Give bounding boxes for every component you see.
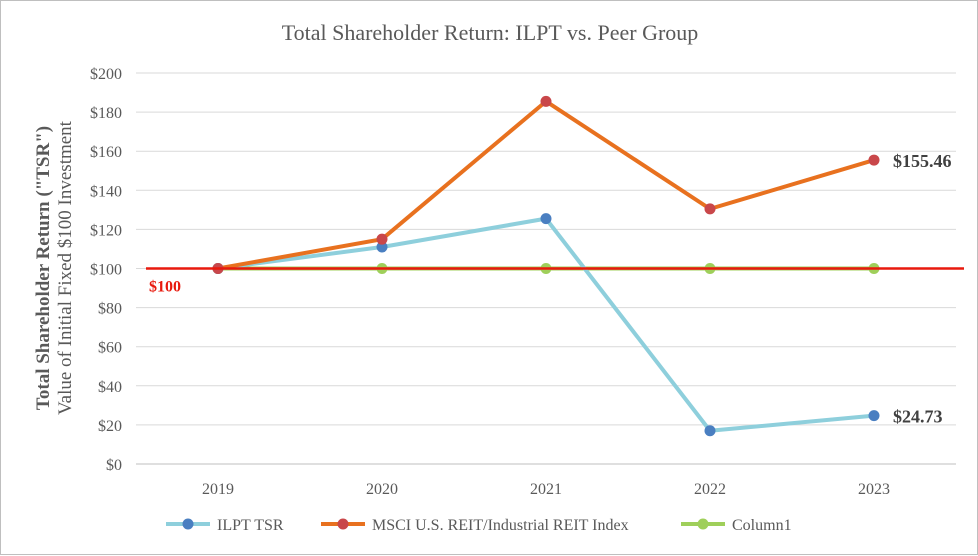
series-msci-u-s-reit-industrial-reit-index [212, 95, 880, 274]
annotations: $155.46 $24.73 [893, 151, 952, 427]
legend-swatch-marker [697, 518, 709, 530]
series-ilpt-tsr [212, 213, 880, 437]
y-tick-label: $100 [90, 262, 122, 279]
legend-label: MSCI U.S. REIT/Industrial REIT Index [372, 517, 629, 534]
y-tick-label: $20 [98, 418, 122, 435]
data-point [704, 203, 716, 215]
data-label: $24.73 [893, 407, 943, 427]
y-tick-label: $160 [90, 144, 122, 161]
y-axis-title: Total Shareholder Return ("TSR") [33, 126, 54, 410]
y-tick-label: $120 [90, 222, 122, 239]
data-point [376, 241, 388, 253]
data-point [376, 233, 388, 245]
reference-line-label: $100 [149, 279, 181, 296]
y-axis-label: Total Shareholder Return ("TSR") Value o… [33, 120, 76, 415]
legend-item: MSCI U.S. REIT/Industrial REIT Index [321, 517, 629, 534]
legend-item: Column1 [681, 517, 792, 534]
series-layer [212, 95, 880, 437]
data-point [868, 410, 880, 422]
y-tick-label: $200 [90, 66, 122, 83]
data-point [704, 425, 716, 437]
legend-swatch-marker [182, 518, 194, 530]
x-tick-label: 2021 [530, 481, 562, 498]
y-tick-label: $60 [98, 340, 122, 357]
y-tick-label: $80 [98, 301, 122, 318]
x-tick-label: 2023 [858, 481, 890, 498]
legend-label: ILPT TSR [217, 517, 284, 534]
x-tick-label: 2019 [202, 481, 234, 498]
data-point [540, 213, 552, 225]
data-label: $155.46 [893, 151, 952, 171]
x-tick-label: 2022 [694, 481, 726, 498]
legend: ILPT TSR MSCI U.S. REIT/Industrial REIT I… [166, 517, 792, 534]
reference-line-layer: $100 [146, 267, 964, 296]
y-tick-label: $180 [90, 105, 122, 122]
data-point [540, 95, 552, 107]
y-axis-subtitle: Value of Initial Fixed $100 Investment [55, 120, 76, 415]
y-tick-label: $140 [90, 183, 122, 200]
legend-label: Column1 [732, 517, 792, 534]
series-line [216, 99, 876, 271]
y-tick-label: $0 [106, 457, 122, 474]
x-axis-ticks: 2019 2020 2021 2022 2023 [202, 481, 890, 498]
legend-swatch-marker [337, 518, 349, 530]
data-point [868, 154, 880, 166]
x-tick-label: 2020 [366, 481, 398, 498]
y-axis-ticks: $0 $20 $40 $60 $80 $100 $120 $140 $160 $180 $200 [90, 66, 122, 474]
legend-item: ILPT TSR [166, 517, 284, 534]
y-tick-label: $40 [98, 379, 122, 396]
chart-title: Total Shareholder Return: ILPT vs. Peer … [282, 20, 699, 45]
